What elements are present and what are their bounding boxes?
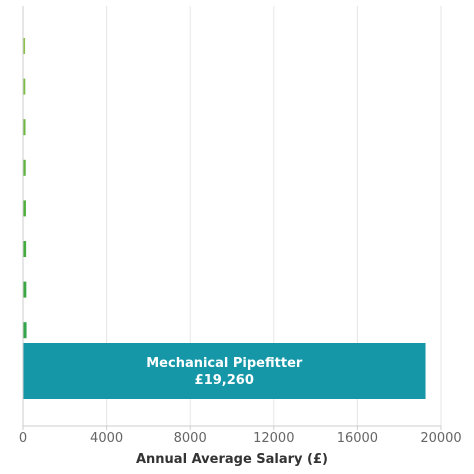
bar <box>23 119 26 136</box>
bars <box>23 38 426 399</box>
x-tick-label: 8000 <box>174 431 207 446</box>
bar <box>23 322 27 339</box>
bar <box>23 200 26 217</box>
x-axis-title: Annual Average Salary (£) <box>136 452 328 467</box>
bar <box>23 281 27 298</box>
bar <box>23 241 27 257</box>
x-tick-label: 4000 <box>90 431 123 446</box>
bar <box>23 343 426 399</box>
x-tick-label: 12000 <box>253 431 294 446</box>
bar <box>23 38 26 54</box>
bar-value-label: £19,260 <box>195 373 254 388</box>
x-tick-labels: 0 4000 8000 12000 16000 20000 <box>19 426 462 446</box>
bar <box>23 78 26 95</box>
bar-labels: Mechanical Pipefitter £19,260 <box>146 356 303 388</box>
axes <box>22 6 441 427</box>
x-tick-label: 20000 <box>420 431 461 446</box>
x-tick-label: 16000 <box>337 431 378 446</box>
bar-category-label: Mechanical Pipefitter <box>146 356 303 371</box>
x-tick-label: 0 <box>19 431 27 446</box>
bar <box>23 159 26 176</box>
